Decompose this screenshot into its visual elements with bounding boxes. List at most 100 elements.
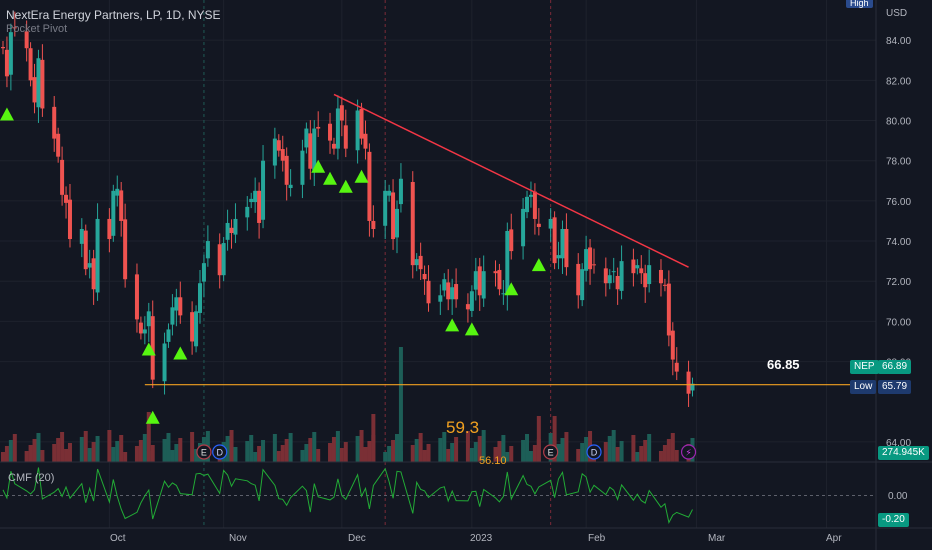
volume-bar: [8, 440, 13, 462]
candle-body: [328, 123, 333, 141]
candle-body: [150, 316, 155, 380]
volume-bar: [24, 451, 29, 462]
volume-bar: [280, 445, 285, 462]
pocket-pivot-triangle: [338, 179, 353, 193]
dividend-marker: [586, 444, 602, 460]
volume-bar: [134, 446, 139, 462]
volume-bar: [308, 438, 313, 462]
volume-bar: [142, 434, 147, 462]
candle-body: [111, 190, 116, 236]
volume-bar: [288, 433, 293, 462]
pocket-pivot-triangle: [504, 282, 519, 296]
volume-bar: [245, 441, 250, 462]
candle-body: [536, 223, 541, 227]
earnings-marker: [543, 444, 559, 460]
chart-legend-title[interactable]: NextEra Energy Partners, LP, 1D, NYSE: [6, 8, 221, 22]
earnings-marker: [196, 444, 212, 460]
volume-bar: [79, 437, 84, 462]
volume-bar: [584, 437, 589, 462]
candle-body: [312, 128, 317, 171]
candle-body: [521, 208, 526, 247]
candle-body: [552, 217, 557, 264]
volume-bar: [1, 452, 5, 462]
pocket-pivot-triangle: [445, 318, 460, 332]
volume-bar: [465, 431, 470, 462]
candle-body: [422, 273, 427, 280]
volume-bar: [391, 440, 396, 462]
volume-bar: [454, 437, 459, 462]
candle-body: [64, 194, 69, 203]
volume-bar: [107, 430, 112, 462]
candle-body: [615, 275, 620, 290]
volume-bar: [115, 441, 120, 462]
volume-bar: [64, 449, 69, 462]
volume-bar: [666, 439, 671, 462]
candle-body: [12, 27, 17, 29]
candle-body: [639, 268, 644, 274]
candle-body: [658, 269, 663, 284]
month-label-nov: Nov: [229, 533, 247, 544]
candle-body: [666, 283, 671, 336]
cmf-value-badge: -0.20: [878, 513, 909, 527]
high-tag: High: [846, 0, 873, 8]
candle-body: [410, 181, 415, 266]
volume-bar: [560, 438, 565, 462]
volume-bar: [446, 449, 451, 462]
volume-bar: [32, 439, 37, 462]
volume-spike: [371, 414, 376, 462]
support-level-label: 66.85: [767, 357, 800, 372]
cmf-legend[interactable]: CMF (20): [8, 472, 55, 484]
volume-bar: [123, 452, 128, 462]
candle-body: [603, 268, 608, 284]
candle-body: [674, 362, 679, 372]
dividend-marker: [212, 444, 228, 460]
candle-body: [91, 258, 96, 290]
volume-bar: [635, 452, 640, 462]
currency-unit: USD: [886, 8, 908, 19]
pocket-pivot-triangle: [464, 322, 479, 336]
volume-bar: [67, 443, 72, 462]
candle-body: [647, 265, 652, 285]
candle-body: [276, 140, 281, 151]
candle-body: [280, 149, 285, 161]
pocket-pivot-triangle: [354, 169, 369, 183]
volume-bar: [119, 435, 124, 462]
candle-body: [253, 190, 258, 203]
candle-body: [690, 383, 695, 391]
volume-bar: [658, 451, 663, 462]
candle-body: [134, 274, 139, 320]
volume-bar: [422, 450, 427, 462]
volume-bar: [87, 448, 92, 462]
candle-body: [560, 228, 565, 259]
candle-body: [477, 266, 482, 296]
volume-bar: [395, 434, 399, 462]
lightning-marker: [680, 444, 697, 460]
candle-body: [592, 264, 596, 266]
volume-bar: [611, 430, 616, 462]
volume-bars: [1, 347, 695, 462]
candle-body: [190, 312, 195, 342]
price-tick-label: 78.00: [886, 157, 911, 168]
volume-bar: [261, 440, 266, 462]
volume-bar: [355, 436, 360, 462]
volume-bar: [469, 448, 474, 462]
volume-bar: [56, 438, 61, 462]
candle-body: [40, 59, 45, 109]
candle-body: [611, 271, 616, 273]
volume-bar: [328, 443, 333, 462]
candle-body: [300, 150, 305, 185]
candle-body: [631, 259, 636, 274]
candle-body: [343, 125, 348, 149]
indicator-legend[interactable]: Pocket Pivot: [6, 23, 68, 35]
volume-bar: [639, 446, 644, 462]
volume-spike: [146, 412, 151, 462]
candle-body: [217, 244, 222, 276]
volume-bar: [580, 443, 585, 462]
candle-body: [205, 241, 210, 259]
candle-body: [371, 220, 376, 229]
volume-bar: [363, 447, 368, 462]
candle-body: [146, 311, 151, 327]
volume-bar: [497, 441, 502, 462]
candle-body: [383, 190, 388, 226]
